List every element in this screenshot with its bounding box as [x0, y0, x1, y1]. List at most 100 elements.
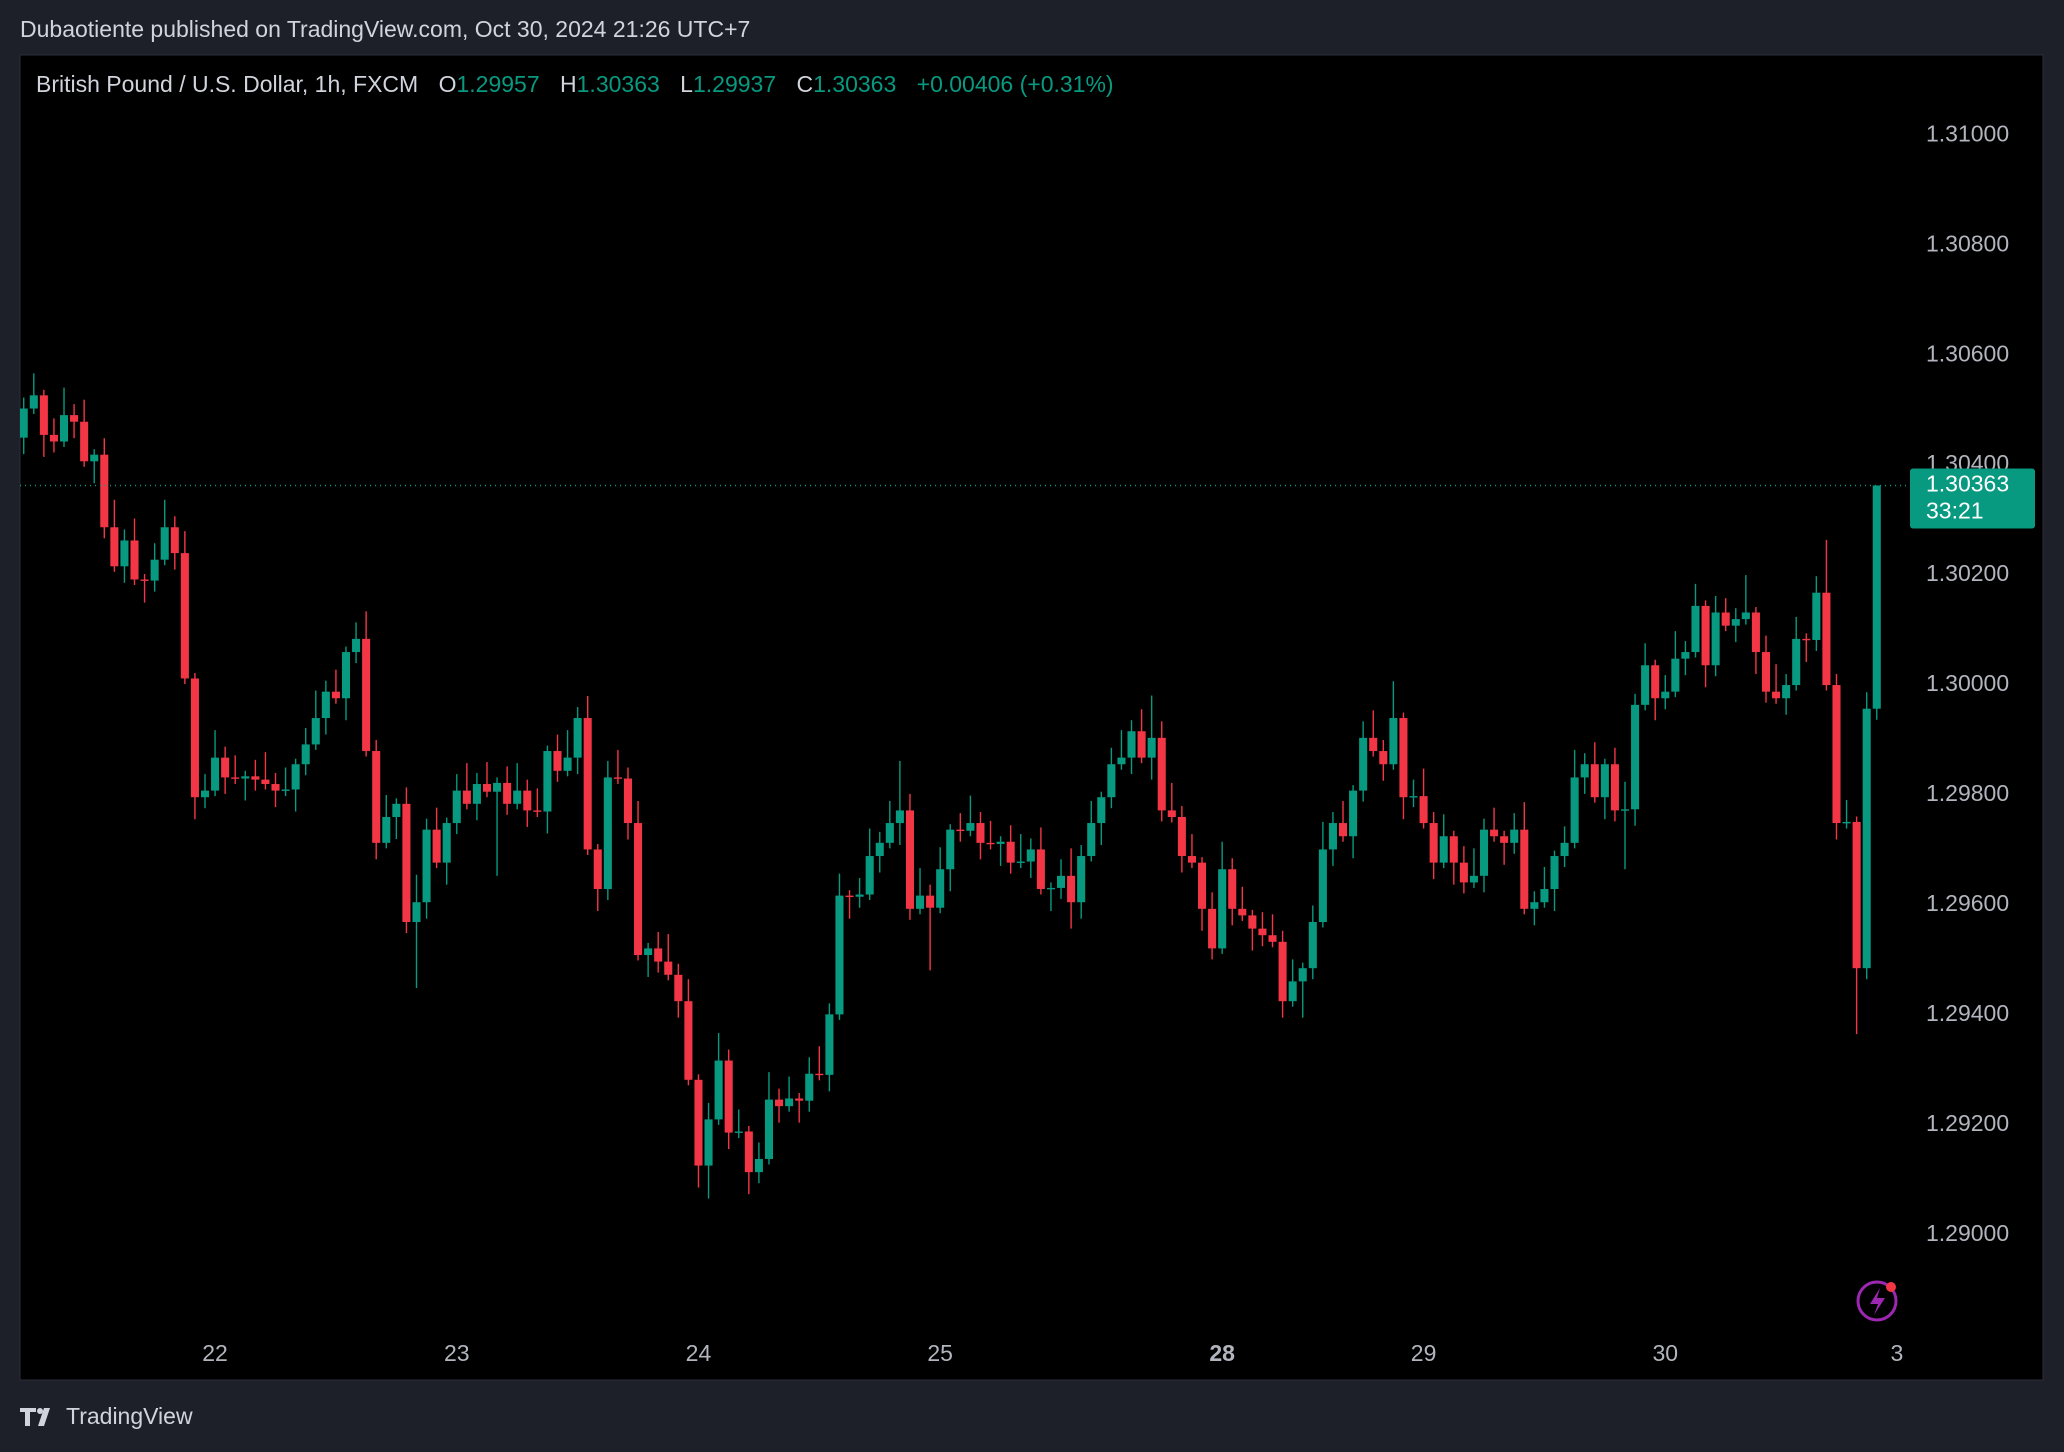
candle-body [1308, 922, 1317, 969]
candle-body [1147, 737, 1156, 758]
candle-body [150, 559, 159, 581]
candle-body [644, 948, 653, 955]
candle-body [1631, 704, 1640, 810]
candle-body [1359, 737, 1368, 791]
candle-body [1419, 796, 1428, 824]
y-tick-label: 1.30000 [1926, 670, 2009, 696]
candle-body [1298, 968, 1307, 982]
x-tick-label: 23 [444, 1340, 470, 1366]
candle-body [1208, 908, 1217, 949]
y-tick-label: 1.30600 [1926, 340, 2009, 366]
y-tick-label: 1.29400 [1926, 1000, 2009, 1026]
candles [20, 373, 1881, 1199]
x-tick-label: 24 [686, 1340, 712, 1366]
candle-body [1278, 941, 1287, 1002]
candle-body [1651, 665, 1660, 699]
candle-body [1661, 691, 1670, 699]
candle-body [1077, 856, 1086, 903]
y-tick-label: 1.30200 [1926, 560, 2009, 586]
brand-logo-dot [37, 1408, 43, 1414]
candle-body [1439, 836, 1448, 863]
candle-body [482, 784, 492, 792]
candle-body [593, 849, 602, 890]
candle-body [311, 718, 320, 745]
candle-body [1530, 902, 1539, 909]
x-tick-label: 3 [1891, 1340, 1904, 1366]
candle-body [634, 823, 643, 955]
candle-body [503, 782, 512, 804]
candle-body [130, 540, 139, 580]
alert-dot [1886, 1282, 1896, 1292]
candle-body [1580, 764, 1589, 778]
low-label: L [680, 71, 693, 97]
candle-body [805, 1073, 814, 1101]
candle-body [20, 408, 28, 438]
candle-body [472, 784, 481, 804]
candle-body [462, 790, 471, 804]
candle-body [493, 782, 502, 792]
candle-body [211, 757, 220, 791]
candle-body [382, 817, 391, 843]
x-tick-label: 29 [1411, 1340, 1437, 1366]
candle-body [352, 638, 361, 653]
candle-body [1349, 790, 1358, 837]
candle-body [754, 1158, 763, 1173]
candle-body [341, 652, 351, 699]
candle-body [271, 784, 280, 791]
brand[interactable]: TradingView [20, 1403, 193, 1429]
candle-body [1238, 908, 1247, 916]
candle-body [694, 1079, 703, 1166]
candle-body [775, 1099, 784, 1107]
candle-body [432, 829, 441, 863]
alert-icon[interactable] [1856, 1280, 1898, 1322]
candle-body [785, 1098, 794, 1107]
brand-name[interactable]: TradingView [66, 1403, 193, 1429]
candle-body [170, 527, 179, 554]
alert-circle[interactable] [1856, 1280, 1898, 1322]
candle-body [1772, 691, 1781, 699]
candle-body [39, 395, 48, 435]
published-line: Dubaotiente published on TradingView.com… [20, 16, 750, 42]
candle-body [59, 415, 69, 442]
alert-bolt[interactable] [1870, 1288, 1885, 1315]
candle-body [764, 1099, 774, 1159]
low-value: 1.29937 [693, 71, 776, 97]
candle-body [1328, 823, 1337, 850]
legend: British Pound / U.S. Dollar, 1h, FXCM O 1… [36, 71, 1114, 97]
candle-body [1429, 823, 1438, 863]
candle-body [1248, 915, 1257, 929]
symbol-title: British Pound / U.S. Dollar, 1h, FXCM [36, 71, 418, 97]
close-label: C [797, 71, 814, 97]
last-price-tag [1910, 468, 2035, 529]
candle-body [795, 1098, 804, 1101]
candle-body [1268, 935, 1277, 942]
candle-body [1731, 619, 1740, 626]
candle-body [1782, 685, 1791, 699]
last-price-label: 1.30363 [1926, 471, 2009, 497]
candle-body [966, 823, 975, 831]
candle-body [1137, 731, 1146, 758]
candle-body [1097, 797, 1106, 824]
candle-body [1721, 612, 1730, 626]
candle-body [422, 829, 431, 903]
x-tick-label: 28 [1209, 1340, 1235, 1366]
candle-body [815, 1073, 824, 1076]
candle-body [1560, 842, 1569, 857]
candle-body [744, 1131, 753, 1173]
change: +0.00406 (+0.31%) [917, 71, 1114, 97]
candle-body [1177, 817, 1186, 857]
candle-body [110, 527, 119, 567]
candle-body [1389, 718, 1398, 765]
candle-body [553, 751, 562, 771]
candle-body [1550, 856, 1559, 890]
open-label: O [439, 71, 457, 97]
candle-body [1057, 875, 1066, 888]
candle-body [825, 1014, 834, 1075]
candle-body [1832, 685, 1841, 824]
candle-body [895, 810, 904, 824]
candle-body [442, 823, 451, 863]
candle-body [1812, 592, 1821, 640]
candle-body [1107, 764, 1116, 798]
candle-body [1590, 764, 1599, 798]
candle-body [1872, 485, 1881, 709]
